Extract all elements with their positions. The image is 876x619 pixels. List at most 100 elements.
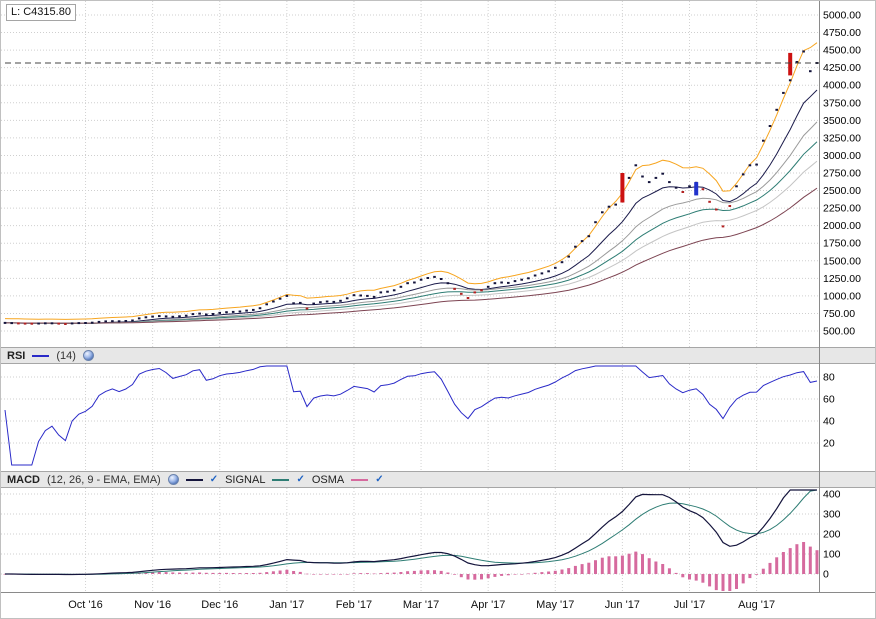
osma-bar xyxy=(325,574,329,575)
osma-bar xyxy=(151,572,155,574)
price-mark xyxy=(312,302,315,305)
osma-bar xyxy=(761,568,765,574)
indicator-settings-icon[interactable] xyxy=(82,350,94,361)
price-axis-tick-label: 4750.00 xyxy=(823,27,861,39)
osma-bar xyxy=(694,574,698,581)
price-mark xyxy=(265,303,268,306)
macd-axis-tick-label: 200 xyxy=(823,529,841,541)
osma-bar xyxy=(473,574,477,580)
last-price-text: L: C4315.80 xyxy=(11,6,71,18)
price-mark xyxy=(50,322,54,325)
price-axis-tick-label: 3250.00 xyxy=(823,132,861,144)
osma-bar xyxy=(634,551,638,574)
x-axis-label: Jul '17 xyxy=(673,599,706,611)
osma-bar xyxy=(332,574,336,575)
price-mark xyxy=(225,311,228,314)
macd-line-sample xyxy=(185,478,203,481)
price-mark xyxy=(728,205,732,207)
osma-bar xyxy=(271,571,275,574)
osma-visibility-checkbox[interactable]: ✓ xyxy=(375,473,384,485)
osma-bar xyxy=(225,572,228,574)
osma-bar xyxy=(714,574,718,591)
price-mark xyxy=(178,315,181,318)
price-chart-canvas[interactable]: 5000.00 4750.00 4500.00 4250.00 4000.00 3750.… xyxy=(1,1,876,347)
price-mark xyxy=(446,282,450,285)
osma-bar xyxy=(178,572,181,574)
price-axis-tick-label: 1500.00 xyxy=(823,255,861,267)
osma-bar xyxy=(191,572,195,574)
osma-bar xyxy=(500,574,504,576)
osma-bar xyxy=(520,574,524,575)
price-mark xyxy=(433,275,436,278)
osma-bar xyxy=(446,572,450,574)
osma-bar xyxy=(359,573,363,574)
price-mark xyxy=(715,208,718,211)
price-mark xyxy=(406,282,409,285)
price-mark xyxy=(339,299,342,302)
osma-bar xyxy=(392,572,396,574)
price-mark xyxy=(137,317,141,320)
osma-bar xyxy=(433,570,436,574)
x-axis-label: Jun '17 xyxy=(604,599,640,611)
price-axis-tick-label: 750.00 xyxy=(823,308,855,320)
price-mark xyxy=(44,322,47,325)
price-mark xyxy=(507,281,510,284)
price-mark xyxy=(701,188,705,191)
ma-line-ema-55 xyxy=(5,187,818,324)
price-mark xyxy=(574,245,577,248)
osma-line-sample xyxy=(351,478,369,481)
rsi-title: RSI xyxy=(7,349,26,362)
price-mark xyxy=(30,322,34,325)
x-axis-label: Dec '16 xyxy=(201,599,239,611)
osma-bar xyxy=(285,569,289,574)
price-mark xyxy=(520,278,523,281)
signal-legend-label: SIGNAL xyxy=(225,473,266,486)
price-mark xyxy=(124,320,128,322)
macd-axis-tick-label: 0 xyxy=(823,569,829,581)
indicator-settings-icon[interactable] xyxy=(167,474,179,485)
price-mark xyxy=(90,321,94,324)
osma-bar xyxy=(493,574,497,577)
osma-bar xyxy=(627,553,631,574)
signal-visibility-checkbox[interactable]: ✓ xyxy=(296,473,305,485)
price-mark xyxy=(647,181,651,184)
highlight-candle xyxy=(788,52,793,76)
osma-bar xyxy=(386,572,389,574)
price-mark xyxy=(493,282,497,285)
osma-bar xyxy=(439,570,443,574)
x-axis-label: Oct '16 xyxy=(68,599,103,611)
macd-visibility-checkbox[interactable]: ✓ xyxy=(209,473,219,485)
price-mark xyxy=(453,287,456,290)
price-axis-tick-label: 3500.00 xyxy=(823,115,861,127)
osma-bar xyxy=(372,573,376,575)
price-mark xyxy=(413,281,416,284)
price-mark xyxy=(601,211,604,214)
rsi-axis-tick-label: 80 xyxy=(823,372,835,384)
price-mark xyxy=(426,277,430,279)
rsi-chart-canvas[interactable]: 80 60 40 20 xyxy=(1,364,876,471)
price-mark xyxy=(359,294,362,297)
price-mark xyxy=(77,322,81,325)
osma-bar xyxy=(815,550,819,574)
price-axis-tick-label: 3750.00 xyxy=(823,97,861,109)
price-mark xyxy=(144,316,148,319)
price-mark xyxy=(158,315,161,318)
price-mark xyxy=(17,322,20,325)
price-mark xyxy=(386,290,389,293)
macd-chart-canvas[interactable]: 400 300 200 100 0 xyxy=(1,488,876,592)
osma-bar xyxy=(781,552,785,574)
price-mark xyxy=(352,294,356,297)
osma-bar xyxy=(453,574,457,575)
osma-bar xyxy=(553,570,557,574)
x-axis-label: Feb '17 xyxy=(335,599,373,611)
osma-bar xyxy=(641,554,644,574)
price-mark xyxy=(802,50,805,53)
osma-bar xyxy=(157,572,161,574)
x-axis-label: Apr '17 xyxy=(470,599,506,611)
macd-title: MACD xyxy=(7,473,40,486)
signal-line xyxy=(5,489,818,575)
price-mark xyxy=(37,322,40,325)
x-axis: Oct '16 Nov '16 Dec '16 Jan '17 Feb '17 Mar '… xyxy=(1,592,875,618)
rsi-params: (14) xyxy=(56,349,76,362)
price-mark xyxy=(366,294,369,297)
